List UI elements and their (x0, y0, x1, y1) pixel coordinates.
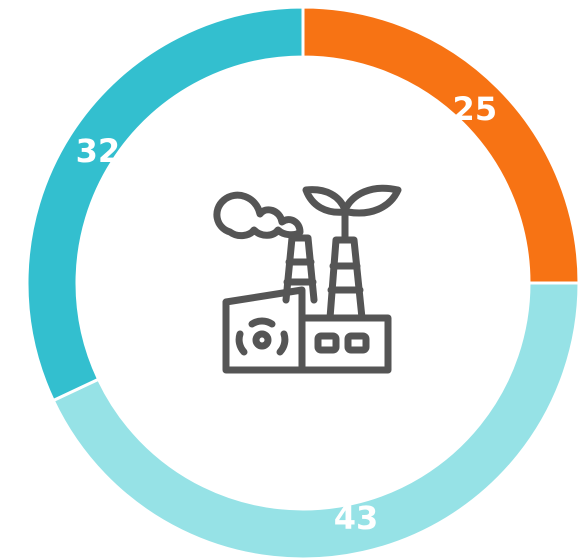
donut-segment (25, 5, 305, 403)
donut-segment (51, 281, 579, 560)
donut (25, 5, 579, 560)
data-label: 25 (453, 90, 498, 128)
factory-icon (213, 184, 402, 374)
data-label: 32 (76, 132, 121, 170)
data-label: 43 (334, 499, 379, 537)
